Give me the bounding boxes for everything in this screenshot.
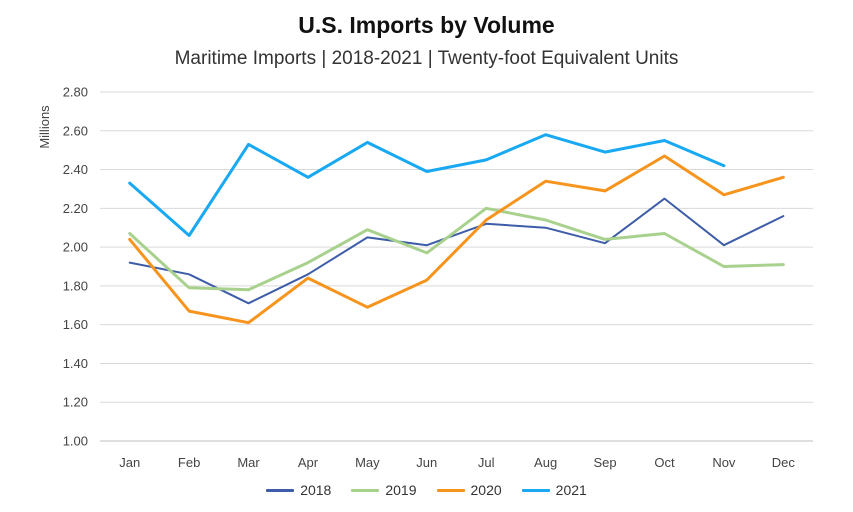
legend-swatch (266, 488, 295, 492)
x-tick-label: Aug (534, 455, 557, 470)
x-tick-label: Mar (237, 455, 260, 470)
y-tick-label: 2.80 (63, 85, 88, 100)
x-tick-label: Apr (298, 455, 319, 470)
y-axis-label: Millions (37, 105, 52, 149)
y-tick-label: 2.40 (63, 162, 88, 177)
legend-item-2020: 2020 (436, 482, 502, 498)
gridlines (100, 91, 813, 442)
y-axis-ticks: 1.00 1.20 1.40 1.60 1.80 2.00 2.20 2.40 2.60 2.80 (63, 85, 88, 449)
x-tick-label: Jul (478, 455, 495, 470)
x-tick-label: May (355, 455, 380, 470)
chart-subtitle: Maritime Imports | 2018-2021 | Twenty-fo… (174, 48, 679, 69)
series-line-2019 (128, 206, 785, 292)
y-tick-label: 1.20 (63, 395, 88, 410)
legend-label: 2021 (555, 482, 587, 498)
y-tick-label: 1.80 (63, 278, 88, 293)
legend-item-2021: 2021 (521, 482, 587, 498)
legend-swatch (521, 488, 550, 492)
series-line-2020 (128, 154, 785, 325)
x-tick-label: Dec (772, 455, 796, 470)
legend-swatch (436, 488, 465, 492)
x-tick-label: Oct (654, 455, 675, 470)
line-chart: 1.00 1.20 1.40 1.60 1.80 2.00 2.20 2.40 2.60 2.80… (37, 85, 813, 470)
series-line-2021 (128, 133, 726, 237)
x-tick-label: Sep (593, 455, 616, 470)
chart-legend: 2018 2019 2020 2021 (0, 482, 853, 498)
legend-label: 2019 (385, 482, 417, 498)
y-tick-label: 2.20 (63, 201, 88, 216)
series-lines (128, 133, 785, 325)
y-tick-label: 2.00 (63, 240, 88, 255)
legend-item-2019: 2019 (351, 482, 417, 498)
y-tick-label: 2.60 (63, 123, 88, 138)
y-tick-label: 1.40 (63, 356, 88, 371)
legend-label: 2018 (300, 482, 332, 498)
series-line-2018 (128, 197, 785, 305)
x-tick-label: Nov (712, 455, 736, 470)
x-tick-label: Feb (178, 455, 200, 470)
chart-title: U.S. Imports by Volume (298, 12, 555, 38)
y-tick-label: 1.00 (63, 434, 88, 449)
legend-swatch (351, 488, 380, 492)
y-tick-label: 1.60 (63, 317, 88, 332)
x-axis-ticks: Jan Feb Mar Apr May Jun Jul Aug Sep Oct Nov Dec (119, 455, 795, 470)
x-tick-label: Jan (119, 455, 140, 470)
legend-label: 2020 (470, 482, 502, 498)
x-tick-label: Jun (416, 455, 437, 470)
legend-item-2018: 2018 (266, 482, 331, 498)
